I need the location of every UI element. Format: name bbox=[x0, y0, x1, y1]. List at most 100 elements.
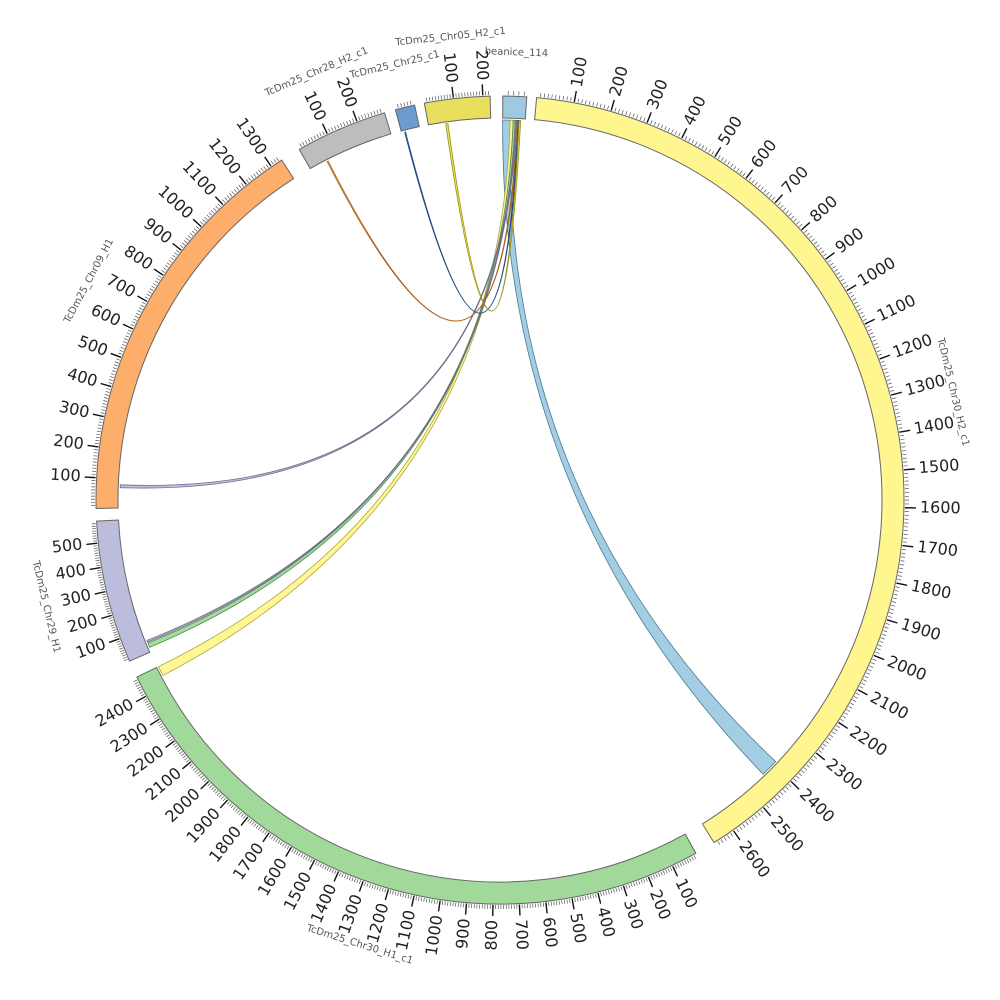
minor-tick bbox=[561, 900, 563, 905]
minor-tick bbox=[602, 891, 605, 896]
minor-tick bbox=[104, 394, 109, 396]
links-layer bbox=[119, 119, 777, 775]
minor-tick bbox=[240, 813, 245, 817]
minor-tick bbox=[895, 586, 900, 588]
minor-tick bbox=[226, 195, 230, 199]
minor-tick bbox=[667, 127, 671, 132]
minor-tick bbox=[102, 593, 107, 596]
minor-tick bbox=[138, 689, 143, 692]
minor-tick bbox=[788, 784, 792, 788]
tick-label: 1100 bbox=[392, 908, 419, 952]
minor-tick bbox=[844, 712, 849, 716]
minor-tick bbox=[168, 259, 173, 263]
minor-tick bbox=[698, 143, 701, 148]
tick-label: 800 bbox=[806, 192, 841, 227]
minor-tick bbox=[717, 841, 721, 845]
minor-tick bbox=[96, 433, 101, 436]
minor-tick bbox=[222, 199, 226, 203]
minor-tick bbox=[440, 95, 442, 100]
minor-tick bbox=[840, 718, 845, 722]
minor-tick bbox=[563, 899, 566, 904]
minor-tick bbox=[118, 352, 123, 355]
major-tick bbox=[200, 780, 210, 790]
minor-tick bbox=[102, 596, 107, 598]
minor-tick bbox=[109, 619, 114, 622]
minor-tick bbox=[302, 854, 306, 859]
minor-tick bbox=[551, 94, 553, 99]
minor-tick bbox=[757, 184, 761, 188]
minor-tick bbox=[825, 740, 829, 744]
minor-tick bbox=[836, 725, 840, 729]
minor-tick bbox=[138, 307, 143, 310]
minor-tick bbox=[192, 767, 197, 771]
major-tick bbox=[774, 194, 784, 204]
minor-tick bbox=[113, 631, 118, 634]
tick-label: 100 bbox=[440, 51, 462, 84]
major-tick bbox=[94, 590, 106, 595]
minor-tick bbox=[864, 675, 869, 679]
major-tick bbox=[571, 898, 575, 910]
major-tick bbox=[135, 695, 147, 703]
minor-tick bbox=[110, 622, 115, 624]
minor-tick bbox=[134, 315, 139, 319]
minor-tick bbox=[748, 819, 752, 823]
minor-tick bbox=[310, 858, 313, 863]
minor-tick bbox=[110, 373, 115, 376]
minor-tick bbox=[811, 758, 815, 762]
minor-tick bbox=[665, 869, 668, 874]
tick-label: 400 bbox=[593, 905, 619, 939]
minor-tick bbox=[595, 893, 597, 898]
minor-tick bbox=[317, 862, 320, 867]
major-tick bbox=[886, 619, 898, 624]
minor-tick bbox=[245, 179, 249, 183]
minor-tick bbox=[850, 294, 855, 298]
minor-tick bbox=[166, 734, 170, 738]
minor-tick bbox=[579, 896, 582, 902]
minor-tick bbox=[596, 102, 598, 107]
minor-tick bbox=[570, 97, 572, 102]
minor-tick bbox=[96, 430, 101, 433]
minor-tick bbox=[777, 202, 781, 206]
minor-tick bbox=[249, 820, 253, 824]
minor-tick bbox=[681, 861, 685, 866]
minor-tick bbox=[409, 100, 412, 105]
minor-tick bbox=[803, 767, 808, 771]
minor-tick bbox=[893, 593, 898, 596]
minor-tick bbox=[757, 812, 761, 816]
minor-tick bbox=[397, 892, 399, 897]
minor-tick bbox=[441, 900, 444, 905]
link-ribbon-4 bbox=[119, 119, 518, 489]
minor-tick bbox=[139, 691, 144, 694]
major-tick bbox=[902, 544, 914, 548]
link-ribbon-6 bbox=[404, 120, 520, 314]
minor-tick bbox=[403, 102, 406, 107]
tick-label: 1600 bbox=[920, 498, 961, 518]
minor-tick bbox=[248, 177, 252, 181]
tick-label: 600 bbox=[88, 300, 124, 330]
minor-tick bbox=[112, 367, 117, 370]
minor-tick bbox=[120, 652, 125, 655]
minor-tick bbox=[894, 408, 899, 411]
tick-label: 700 bbox=[103, 270, 139, 302]
minor-tick bbox=[273, 837, 277, 841]
tick-label: 1100 bbox=[874, 290, 919, 325]
minor-tick bbox=[838, 275, 843, 279]
minor-tick bbox=[577, 98, 580, 103]
minor-tick bbox=[840, 278, 845, 282]
tick-label: 100 bbox=[671, 875, 701, 911]
minor-tick bbox=[818, 749, 822, 753]
minor-tick bbox=[433, 899, 436, 904]
major-tick bbox=[122, 323, 134, 330]
minor-tick bbox=[229, 193, 233, 197]
minor-tick bbox=[615, 887, 618, 893]
minor-tick bbox=[208, 212, 213, 216]
major-tick bbox=[100, 382, 112, 388]
tick-label: 1000 bbox=[854, 253, 899, 290]
minor-tick bbox=[859, 311, 864, 315]
minor-tick bbox=[340, 123, 343, 128]
minor-tick bbox=[183, 240, 188, 244]
minor-tick bbox=[124, 338, 129, 341]
tick-label: 1500 bbox=[918, 455, 960, 477]
minor-tick bbox=[101, 409, 106, 411]
